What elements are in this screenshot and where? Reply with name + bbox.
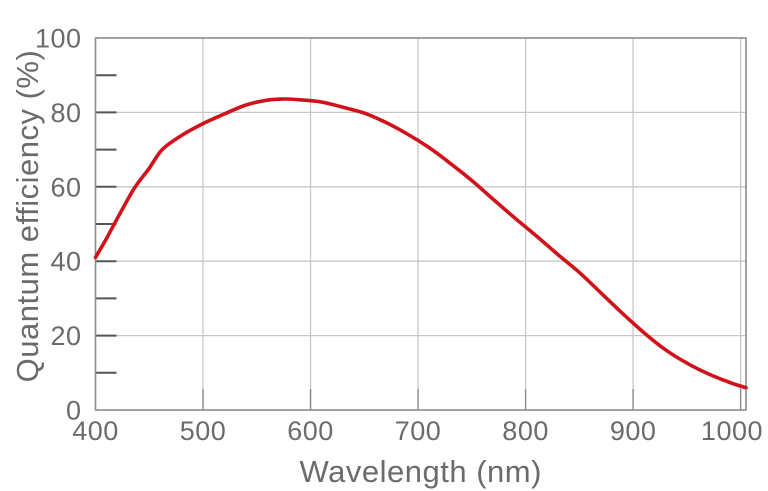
x-tick-label: 1000 (701, 416, 763, 446)
gridlines (95, 38, 746, 410)
y-tick-label: 0 (66, 396, 82, 426)
y-tick-label: 40 (50, 247, 81, 277)
plot-border (94, 37, 747, 411)
y-tick-label: 20 (50, 321, 81, 351)
y-axis-title: Quantum efficiency (%) (10, 50, 45, 383)
x-tick-label: 700 (395, 416, 442, 446)
qe-curve (93, 97, 748, 390)
y-tick-label: 100 (35, 24, 82, 54)
x-tick-label: 500 (180, 416, 227, 446)
x-tick-label: 600 (287, 416, 334, 446)
y-tick-labels: 0 20 40 60 80 100 (35, 24, 82, 426)
y-tick-label: 80 (50, 98, 81, 128)
y-tick-label: 60 (50, 172, 81, 202)
x-tick-label: 800 (502, 416, 549, 446)
x-axis-title: Wavelength (nm) (300, 454, 542, 489)
axis-ticks (95, 74, 742, 410)
x-tick-label: 900 (610, 416, 657, 446)
x-tick-label: 400 (72, 416, 119, 446)
x-tick-labels: 400 500 600 700 800 900 1000 (72, 416, 763, 446)
